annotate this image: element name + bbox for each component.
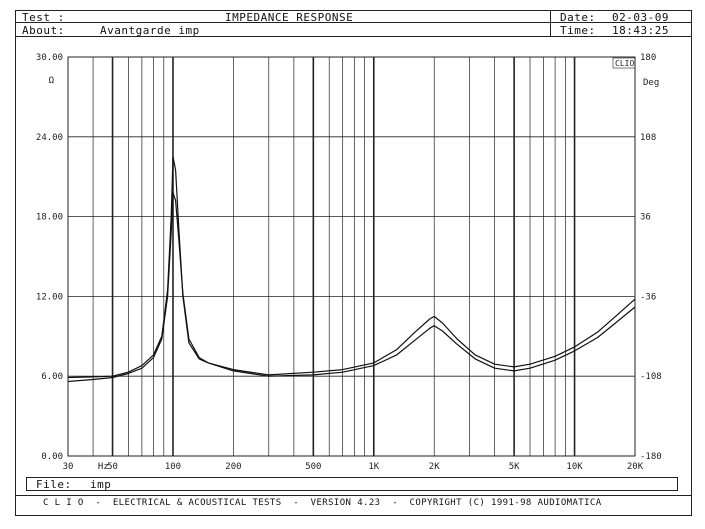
header-bottom-divider [15,36,692,37]
x-tick-label: 500 [305,462,321,472]
date-label: Date: [560,11,596,24]
x-tick-label: 1K [368,462,379,472]
x-tick-label: 20K [627,462,644,472]
test-title: IMPEDANCE RESPONSE [225,11,354,24]
left-y-tick-label: 12.00 [36,292,63,302]
file-value: imp [90,478,112,491]
header-column-divider [550,10,551,36]
file-label: File: [36,478,72,491]
x-tick-label: 200 [225,462,241,472]
x-tick-label: 5K [509,462,520,472]
right-y-tick-label: -180 [640,452,662,462]
clio-badge-box [612,57,636,69]
x-tick-label: 50 [107,462,118,472]
x-tick-label: 2K [429,462,440,472]
plot-area-border [67,56,636,457]
report-frame [15,10,692,516]
left-y-tick-label: 24.00 [36,133,63,143]
right-y-tick-label: -36 [640,292,656,302]
left-axis-unit: Ω [49,76,55,86]
about-label: About: [22,24,65,37]
footer-text: C L I O - ELECTRICAL & ACOUSTICAL TESTS … [43,498,602,508]
right-y-tick-label: 180 [640,53,656,63]
time-value: 18:43:25 [612,24,669,37]
right-y-tick-label: 36 [640,213,651,223]
x-tick-label: Hz [98,462,109,472]
left-y-tick-label: 18.00 [36,213,63,223]
test-label: Test : [22,11,65,24]
left-y-tick-label: 0.00 [41,452,63,462]
about-value: Avantgarde imp [100,24,200,37]
time-label: Time: [560,24,596,37]
header-row-divider [15,22,692,23]
impedance-series-line-1 [67,156,636,379]
left-y-tick-label: 30.00 [36,53,63,63]
right-y-tick-label: -108 [640,372,662,382]
impedance-series-line-2 [67,192,636,383]
right-axis-unit: Deg [643,78,659,88]
footer-divider [15,495,692,496]
x-tick-label: 100 [165,462,181,472]
clio-badge: CLIO [615,59,634,68]
right-y-tick-label: 108 [640,133,656,143]
left-y-tick-label: 6.00 [41,372,63,382]
date-value: 02-03-09 [612,11,669,24]
x-tick-label: 30 [63,462,74,472]
x-tick-label: 10K [566,462,583,472]
file-box [26,477,678,491]
